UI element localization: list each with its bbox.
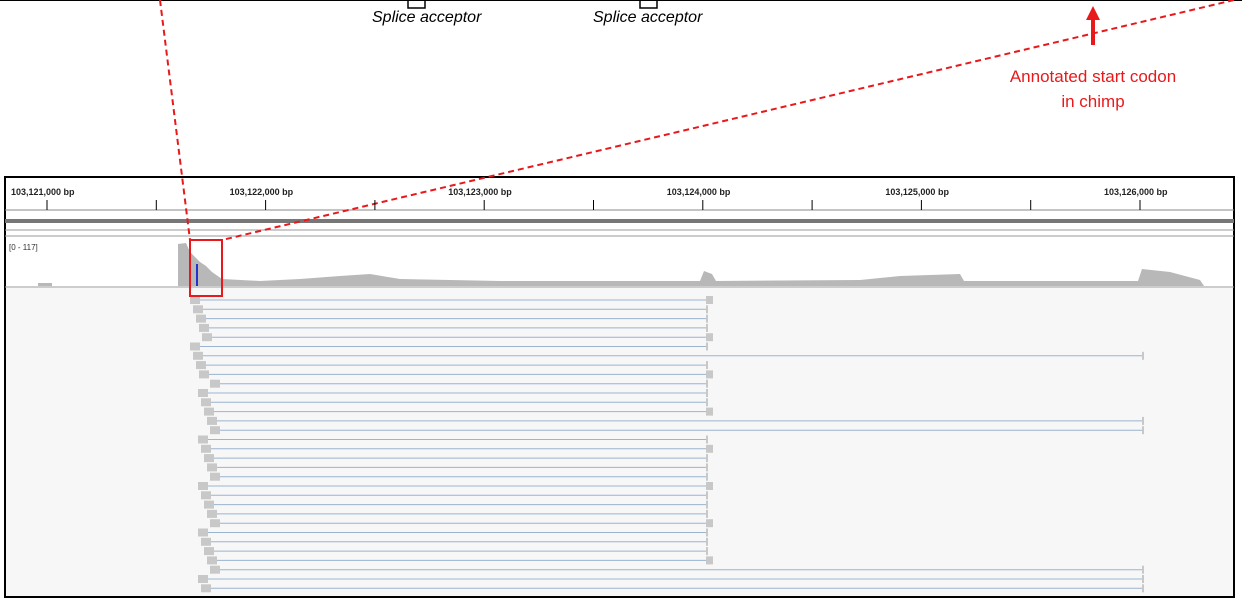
read-block xyxy=(1142,566,1144,574)
coverage-range: [0 - 117] xyxy=(9,243,38,252)
read-block xyxy=(201,538,211,546)
read-block xyxy=(706,370,713,378)
coverage-stub xyxy=(38,283,52,286)
read-block xyxy=(1142,352,1144,360)
read-block xyxy=(706,491,708,499)
read-block xyxy=(204,501,214,509)
read-block xyxy=(706,389,708,397)
read-block xyxy=(706,343,708,351)
read-block xyxy=(1142,584,1144,592)
ruler-label: 103,124,000 bp xyxy=(667,187,731,197)
read-block xyxy=(706,454,708,462)
read-block xyxy=(196,361,206,369)
read-block xyxy=(706,547,708,555)
read-block xyxy=(706,361,708,369)
ruler-label: 103,123,000 bp xyxy=(448,187,512,197)
ruler-label: 103,122,000 bp xyxy=(230,187,294,197)
read-block xyxy=(706,296,713,304)
read-block xyxy=(207,417,217,425)
read-block xyxy=(706,333,713,341)
read-block xyxy=(198,529,208,537)
read-block xyxy=(1142,426,1144,434)
read-block xyxy=(706,398,708,406)
read-block xyxy=(204,408,214,416)
read-block xyxy=(210,380,220,388)
read-block xyxy=(201,584,211,592)
read-block xyxy=(204,547,214,555)
page: [0 - 117] 103,121,000 bp 103,122,000 bp 10… xyxy=(0,0,1242,599)
splice-box xyxy=(640,0,657,8)
read-block xyxy=(210,473,220,481)
read-block xyxy=(199,324,209,332)
read-block xyxy=(706,510,708,518)
read-block xyxy=(204,454,214,462)
annotation: Annotated start codon in chimp xyxy=(1008,64,1178,114)
read-block xyxy=(190,343,200,351)
read-block xyxy=(706,445,713,453)
track-bar xyxy=(5,219,1234,223)
read-block xyxy=(706,380,708,388)
read-block xyxy=(706,463,708,471)
read-block xyxy=(207,463,217,471)
callout: Splice acceptor xyxy=(372,9,481,27)
read-block xyxy=(193,352,203,360)
read-block xyxy=(193,305,203,313)
read-block xyxy=(196,315,206,323)
read-block xyxy=(198,436,208,444)
read-block xyxy=(210,426,220,434)
read-block xyxy=(1142,575,1144,583)
read-block xyxy=(706,556,713,564)
read-block xyxy=(706,501,708,509)
read-block xyxy=(190,296,200,304)
read-block xyxy=(201,445,211,453)
read-block xyxy=(706,315,708,323)
read-block xyxy=(202,333,212,341)
splice-box xyxy=(408,0,425,8)
read-block xyxy=(706,324,708,332)
read-block xyxy=(207,556,217,564)
read-block xyxy=(706,436,708,444)
read-block xyxy=(210,566,220,574)
read-block xyxy=(706,408,713,416)
read-block xyxy=(706,529,708,537)
read-block xyxy=(706,473,708,481)
read-block xyxy=(1142,417,1144,425)
read-block xyxy=(199,370,209,378)
read-block xyxy=(706,305,708,313)
read-block xyxy=(706,538,708,546)
callout: Splice acceptor xyxy=(593,9,702,27)
read-block xyxy=(198,482,208,490)
read-block xyxy=(706,519,713,527)
read-block xyxy=(207,510,217,518)
ruler-label: 103,125,000 bp xyxy=(885,187,949,197)
read-block xyxy=(198,389,208,397)
alignment-area xyxy=(6,288,1233,596)
read-block xyxy=(210,519,220,527)
read-block xyxy=(706,482,713,490)
read-block xyxy=(201,491,211,499)
read-block xyxy=(201,398,211,406)
ruler-label: 103,121,000 bp xyxy=(11,187,75,197)
read-block xyxy=(198,575,208,583)
ruler-label: 103,126,000 bp xyxy=(1104,187,1168,197)
arrow-head xyxy=(1086,6,1100,20)
